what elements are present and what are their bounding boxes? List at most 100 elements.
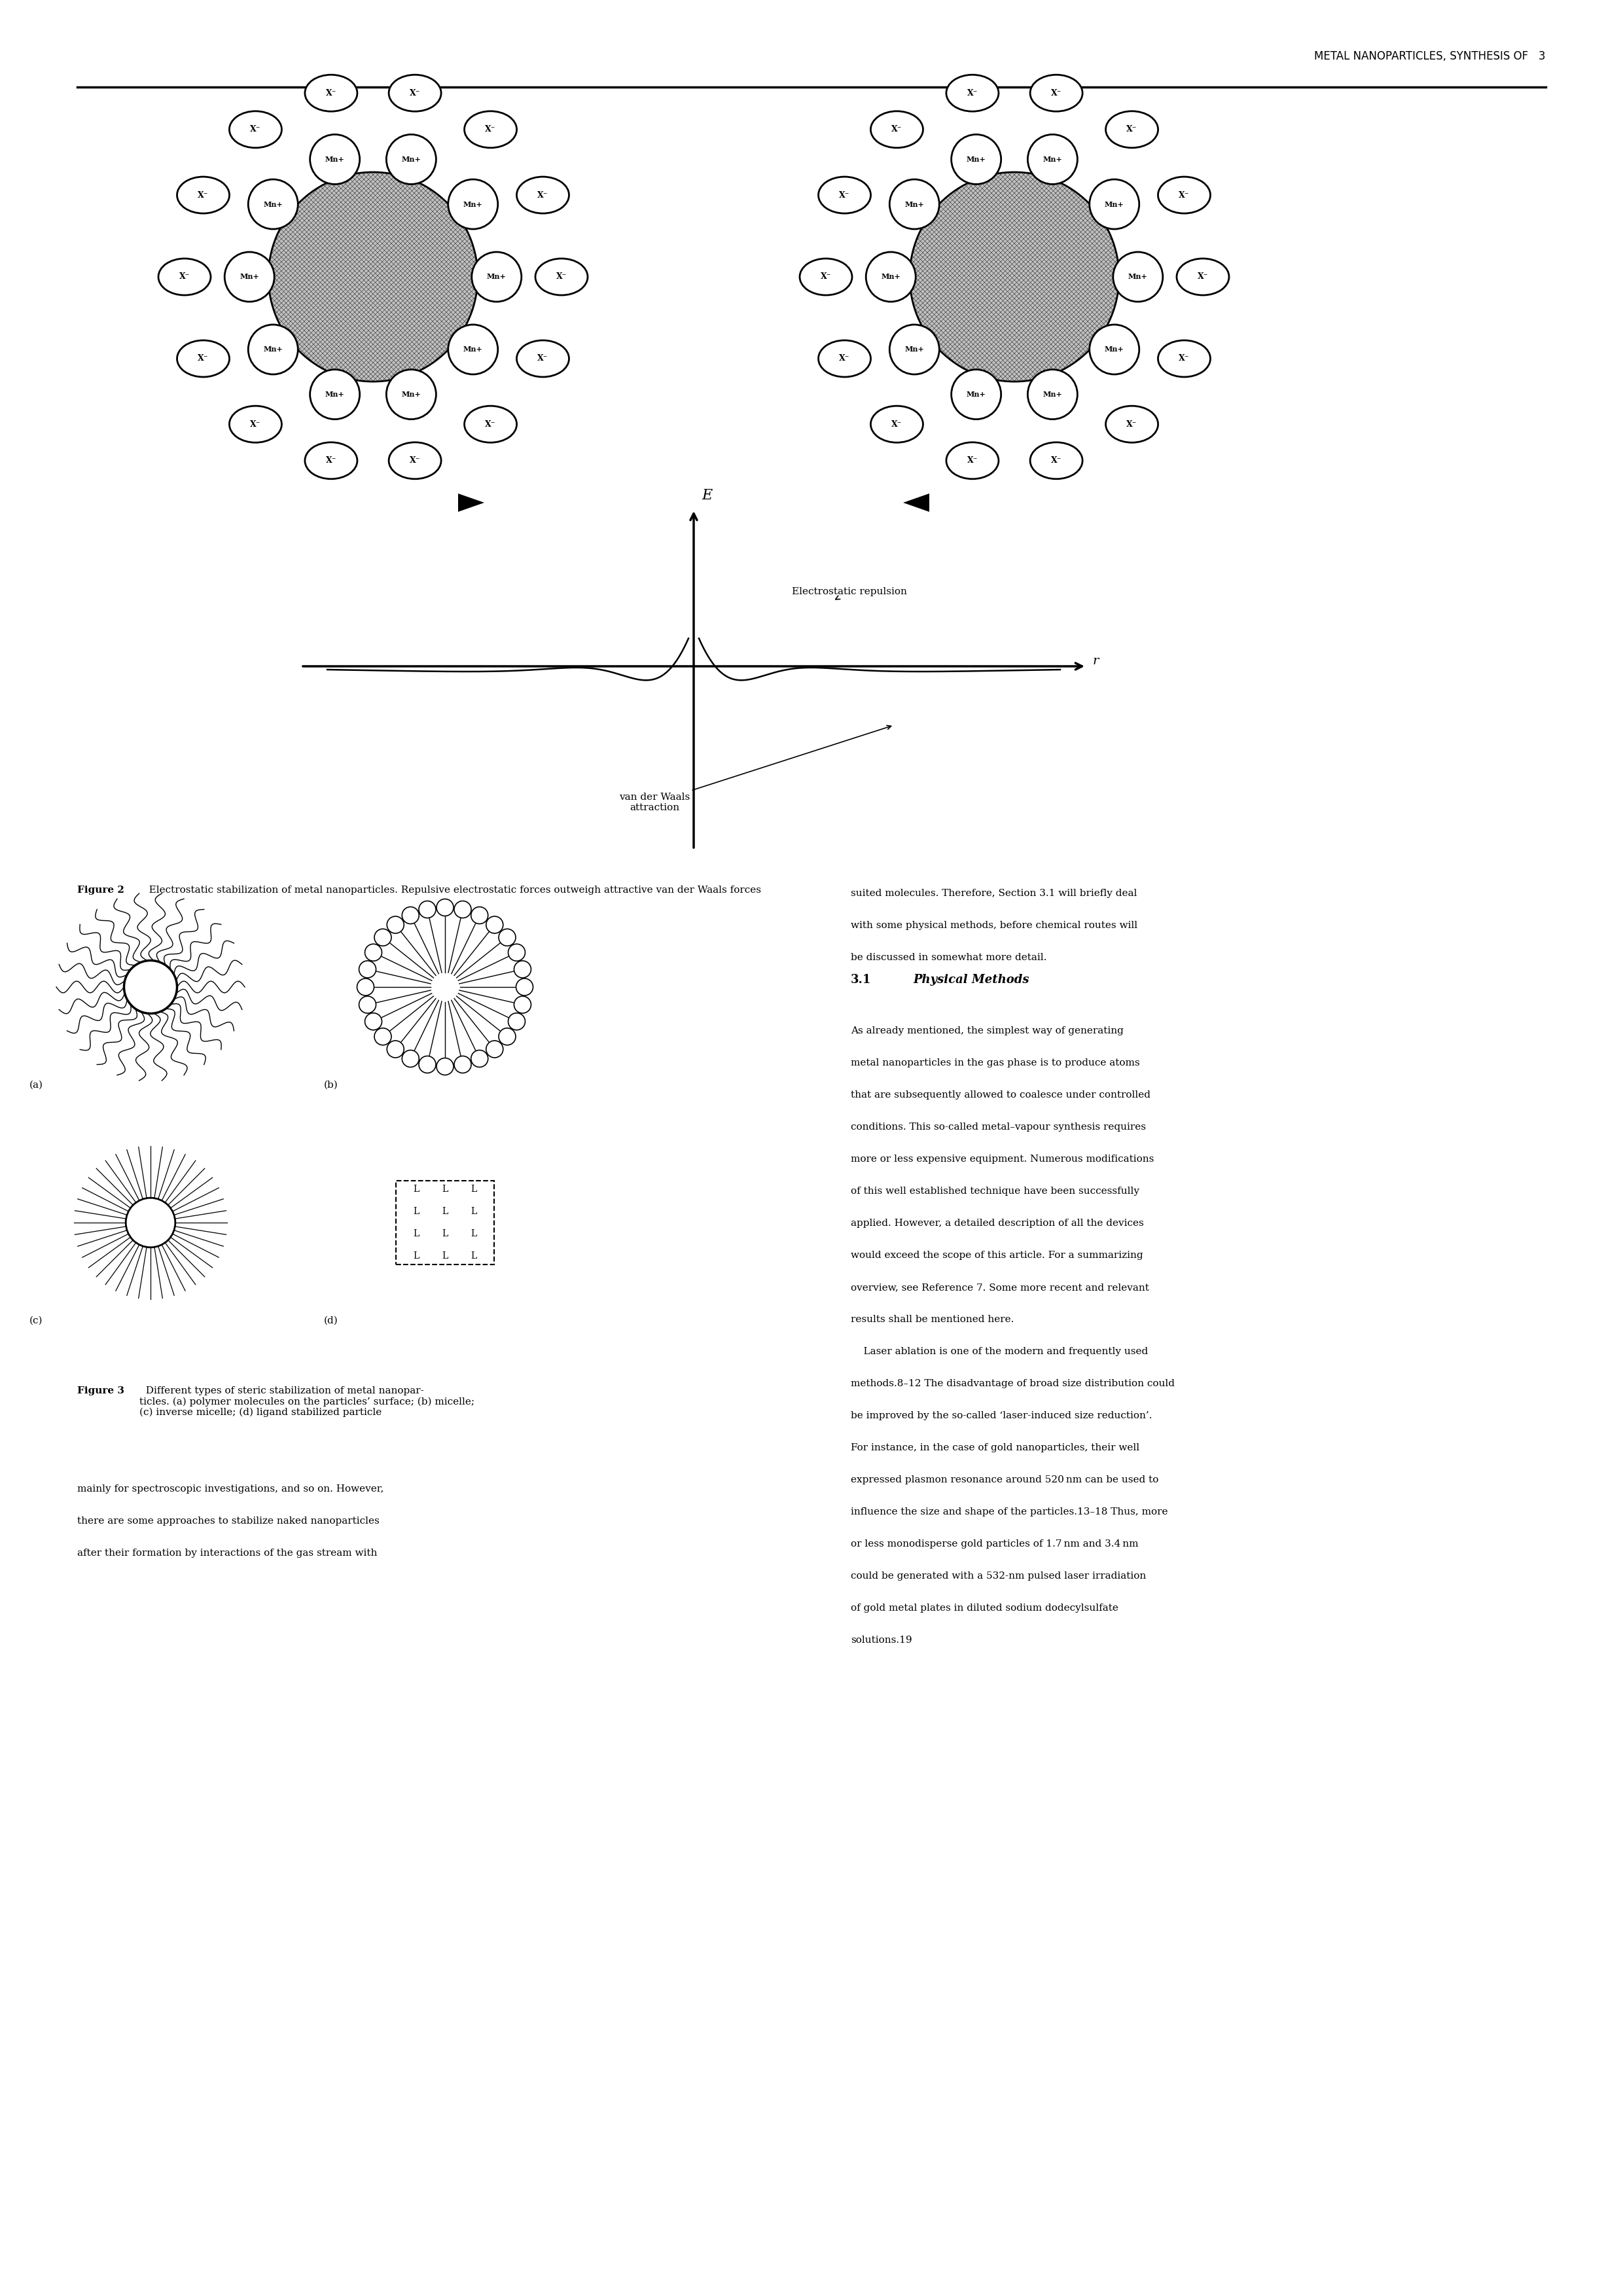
Circle shape bbox=[437, 900, 453, 916]
Text: L: L bbox=[441, 1208, 448, 1217]
Text: X⁻: X⁻ bbox=[967, 90, 977, 96]
Text: after their formation by interactions of the gas stream with: after their formation by interactions of… bbox=[78, 1548, 377, 1557]
Ellipse shape bbox=[305, 443, 357, 480]
Circle shape bbox=[1089, 179, 1139, 230]
Text: that are subsequently allowed to coalesce under controlled: that are subsequently allowed to coalesc… bbox=[850, 1091, 1151, 1100]
Circle shape bbox=[386, 1040, 404, 1058]
Text: (a): (a) bbox=[29, 1081, 44, 1091]
Circle shape bbox=[951, 370, 1001, 420]
Text: X⁻: X⁻ bbox=[839, 354, 850, 363]
Circle shape bbox=[516, 978, 532, 996]
Text: X⁻: X⁻ bbox=[821, 273, 831, 280]
Circle shape bbox=[508, 1013, 526, 1031]
Text: L: L bbox=[414, 1228, 419, 1238]
Ellipse shape bbox=[1031, 443, 1083, 480]
Circle shape bbox=[889, 179, 940, 230]
Circle shape bbox=[419, 900, 437, 918]
Circle shape bbox=[498, 1029, 516, 1045]
Text: Mn+: Mn+ bbox=[325, 390, 344, 397]
Text: metal nanoparticles in the gas phase is to produce atoms: metal nanoparticles in the gas phase is … bbox=[850, 1058, 1139, 1068]
Text: Mn+: Mn+ bbox=[1105, 200, 1125, 209]
Ellipse shape bbox=[464, 110, 516, 147]
Text: (d): (d) bbox=[325, 1316, 338, 1325]
Circle shape bbox=[248, 179, 299, 230]
Ellipse shape bbox=[800, 259, 852, 296]
Text: X⁻: X⁻ bbox=[485, 420, 497, 429]
Text: Figure 2: Figure 2 bbox=[78, 886, 125, 895]
Circle shape bbox=[375, 930, 391, 946]
Text: X⁻: X⁻ bbox=[485, 126, 497, 133]
FancyArrow shape bbox=[902, 494, 1126, 512]
Text: Mn+: Mn+ bbox=[325, 156, 344, 163]
Ellipse shape bbox=[870, 406, 923, 443]
Text: with some physical methods, before chemical routes will: with some physical methods, before chemi… bbox=[850, 921, 1138, 930]
Text: could be generated with a 532-nm pulsed laser irradiation: could be generated with a 532-nm pulsed … bbox=[850, 1570, 1146, 1580]
Circle shape bbox=[514, 996, 531, 1013]
Text: X⁻: X⁻ bbox=[537, 354, 549, 363]
Circle shape bbox=[1089, 324, 1139, 374]
Text: X⁻: X⁻ bbox=[537, 191, 549, 200]
Ellipse shape bbox=[818, 177, 872, 214]
Text: Mn+: Mn+ bbox=[263, 347, 282, 354]
Text: Physical Methods: Physical Methods bbox=[912, 974, 1029, 985]
Text: Different types of steric stabilization of metal nanopar-
ticles. (a) polymer mo: Different types of steric stabilization … bbox=[140, 1387, 474, 1417]
Circle shape bbox=[403, 907, 419, 923]
Circle shape bbox=[508, 944, 526, 962]
Text: 3.1: 3.1 bbox=[850, 974, 872, 985]
Text: results shall be mentioned here.: results shall be mentioned here. bbox=[850, 1316, 1014, 1325]
Text: Mn+: Mn+ bbox=[1044, 156, 1063, 163]
Text: conditions. This so-called metal–vapour synthesis requires: conditions. This so-called metal–vapour … bbox=[850, 1123, 1146, 1132]
Text: r: r bbox=[1092, 654, 1099, 666]
Text: X⁻: X⁻ bbox=[250, 420, 261, 429]
Text: of this well established technique have been successfully: of this well established technique have … bbox=[850, 1187, 1139, 1196]
Text: Electrostatic repulsion: Electrostatic repulsion bbox=[792, 588, 907, 599]
Text: L: L bbox=[441, 1228, 448, 1238]
Ellipse shape bbox=[946, 443, 998, 480]
Ellipse shape bbox=[870, 110, 923, 147]
Circle shape bbox=[248, 324, 299, 374]
Circle shape bbox=[123, 960, 177, 1013]
Circle shape bbox=[448, 324, 498, 374]
Circle shape bbox=[127, 1199, 175, 1247]
Text: Mn+: Mn+ bbox=[881, 273, 901, 280]
Ellipse shape bbox=[177, 177, 229, 214]
Text: solutions.19: solutions.19 bbox=[850, 1635, 912, 1644]
Text: (b): (b) bbox=[325, 1081, 338, 1091]
Text: X⁻: X⁻ bbox=[326, 90, 336, 96]
Text: Mn+: Mn+ bbox=[263, 200, 282, 209]
Text: X⁻: X⁻ bbox=[891, 126, 902, 133]
Ellipse shape bbox=[229, 406, 282, 443]
Text: Mn+: Mn+ bbox=[904, 347, 923, 354]
Text: Mn+: Mn+ bbox=[463, 200, 482, 209]
Text: L: L bbox=[441, 1185, 448, 1194]
Text: X⁻: X⁻ bbox=[1052, 90, 1061, 96]
Circle shape bbox=[386, 135, 437, 184]
Text: X⁻: X⁻ bbox=[891, 420, 902, 429]
Text: Mn+: Mn+ bbox=[401, 390, 420, 397]
Circle shape bbox=[471, 907, 489, 923]
Circle shape bbox=[448, 179, 498, 230]
Circle shape bbox=[437, 1058, 453, 1075]
Text: L: L bbox=[441, 1251, 448, 1261]
Text: X⁻: X⁻ bbox=[198, 354, 209, 363]
Ellipse shape bbox=[390, 443, 441, 480]
Text: X⁻: X⁻ bbox=[967, 457, 977, 464]
Circle shape bbox=[485, 1040, 503, 1058]
Circle shape bbox=[1027, 370, 1078, 420]
Text: applied. However, a detailed description of all the devices: applied. However, a detailed description… bbox=[850, 1219, 1144, 1228]
Ellipse shape bbox=[464, 406, 516, 443]
Text: (c): (c) bbox=[29, 1316, 42, 1325]
Text: X⁻: X⁻ bbox=[557, 273, 566, 280]
Text: more or less expensive equipment. Numerous modifications: more or less expensive equipment. Numero… bbox=[850, 1155, 1154, 1164]
Text: X⁻: X⁻ bbox=[1178, 191, 1190, 200]
Circle shape bbox=[1027, 135, 1078, 184]
Circle shape bbox=[365, 944, 381, 962]
Text: Mn+: Mn+ bbox=[401, 156, 420, 163]
Text: L: L bbox=[471, 1185, 477, 1194]
Text: would exceed the scope of this article. For a summarizing: would exceed the scope of this article. … bbox=[850, 1251, 1143, 1261]
Circle shape bbox=[386, 370, 437, 420]
Text: influence the size and shape of the particles.13–18 Thus, more: influence the size and shape of the part… bbox=[850, 1506, 1169, 1515]
Text: L: L bbox=[414, 1185, 419, 1194]
Text: As already mentioned, the simplest way of generating: As already mentioned, the simplest way o… bbox=[850, 1026, 1123, 1035]
Ellipse shape bbox=[1031, 76, 1083, 113]
